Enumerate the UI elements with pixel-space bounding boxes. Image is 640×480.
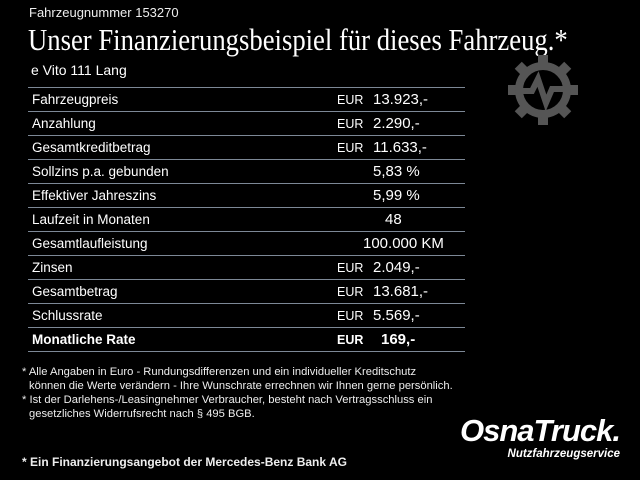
row-value: 2.049,- — [373, 255, 465, 280]
footnote-line: gesetzliches Widerrufsrecht nach § 495 B… — [29, 408, 255, 420]
table-row: Anzahlung EUR 2.290,- — [28, 111, 465, 136]
row-label: Sollzins p.a. gebunden — [28, 159, 337, 184]
row-label: Gesamtlaufleistung — [28, 231, 337, 256]
gear-pulse-icon — [508, 55, 578, 125]
row-value: 5,83 % — [373, 159, 465, 184]
logo-subtitle: Nutzfahrzeugservice — [507, 448, 620, 460]
row-value: 5.569,- — [373, 303, 465, 328]
row-label: Monatliche Rate — [28, 327, 337, 352]
row-label: Effektiver Jahreszins — [28, 183, 337, 208]
vehicle-model: e Vito 111 Lang — [31, 62, 127, 78]
row-value: 2.290,- — [373, 111, 465, 136]
table-row: Sollzins p.a. gebunden 5,83 % — [28, 159, 465, 184]
bank-note: * Ein Finanzierungsangebot der Mercedes-… — [22, 455, 347, 469]
row-currency — [337, 207, 373, 232]
table-row: Gesamtlaufleistung 100.000 KM — [28, 231, 465, 256]
row-currency: EUR — [337, 327, 373, 352]
table-row: Effektiver Jahreszins 5,99 % — [28, 183, 465, 208]
row-currency — [337, 183, 373, 208]
page-title: Unser Finanzierungsbeispiel für dieses F… — [28, 22, 568, 57]
table-row: Schlussrate EUR 5.569,- — [28, 303, 465, 328]
table-row-monthly-rate: Monatliche Rate EUR 169,- — [28, 327, 465, 352]
vehicle-number: Fahrzeugnummer 153270 — [29, 5, 179, 20]
row-value: 48 — [373, 207, 465, 232]
row-label: Anzahlung — [28, 111, 337, 136]
row-currency: EUR — [337, 111, 373, 136]
row-label: Gesamtkreditbetrag — [28, 135, 337, 160]
footnotes: * Alle Angaben in Euro - Rundungsdiffere… — [22, 365, 453, 421]
financing-table: Fahrzeugpreis EUR 13.923,- Anzahlung EUR 2.2… — [28, 87, 465, 352]
footnote-line: können die Werte verändern - Ihre Wunsch… — [29, 380, 453, 392]
row-value: 11.633,- — [373, 135, 465, 160]
logo-name: OsnaTruck. — [459, 413, 621, 448]
row-value: 5,99 % — [373, 183, 465, 208]
table-row: Gesamtkreditbetrag EUR 11.633,- — [28, 135, 465, 160]
row-currency: EUR — [337, 87, 373, 112]
table-row: Zinsen EUR 2.049,- — [28, 255, 465, 280]
row-value: 13.681,- — [373, 279, 465, 304]
osnatruck-logo: OsnaTruck. Nutzfahrzeugservice — [440, 413, 621, 461]
row-label: Zinsen — [28, 255, 337, 280]
table-row: Fahrzeugpreis EUR 13.923,- — [28, 87, 465, 112]
row-value: 13.923,- — [373, 87, 465, 112]
footnote-line: * Alle Angaben in Euro - Rundungsdiffere… — [22, 366, 417, 378]
table-row: Gesamtbetrag EUR 13.681,- — [28, 279, 465, 304]
row-currency: EUR — [337, 255, 373, 280]
table-row: Laufzeit in Monaten 48 — [28, 207, 465, 232]
row-label: Fahrzeugpreis — [28, 87, 337, 112]
footnote-line: * Ist der Darlehens-/Leasingnehmer Verbr… — [22, 394, 433, 406]
row-value: 169,- — [373, 327, 465, 352]
row-label: Laufzeit in Monaten — [28, 207, 337, 232]
row-label: Schlussrate — [28, 303, 337, 328]
row-currency — [337, 159, 373, 184]
row-currency: EUR — [337, 135, 373, 160]
row-label: Gesamtbetrag — [28, 279, 337, 304]
row-value: 100.000 KM — [363, 231, 455, 256]
row-currency: EUR — [337, 279, 373, 304]
row-currency: EUR — [337, 303, 373, 328]
